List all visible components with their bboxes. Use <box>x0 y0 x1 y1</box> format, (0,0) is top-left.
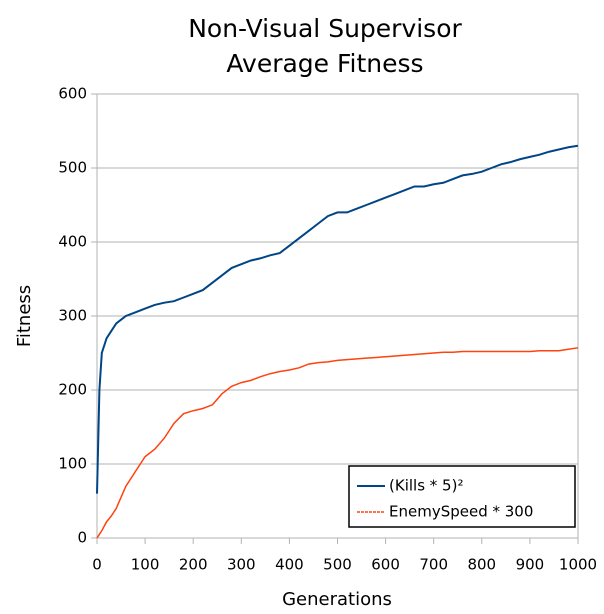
plot-border <box>96 93 579 539</box>
y-axis-label: Fitness <box>14 285 35 347</box>
series-line <box>96 347 579 539</box>
x-tick-label: 300 <box>227 556 256 574</box>
y-tick-label: 500 <box>58 159 87 177</box>
y-tick-label: 600 <box>58 85 87 103</box>
x-tick-label: 100 <box>131 556 160 574</box>
legend-label: EnemySpeed * 300 <box>389 503 533 521</box>
x-tick-label: 600 <box>371 556 400 574</box>
x-tick-label: 0 <box>92 556 102 574</box>
y-tick-label: 300 <box>58 307 87 325</box>
x-axis-label: Generations <box>282 589 392 610</box>
legend-label: (Kills * 5)² <box>389 477 463 495</box>
y-tick-label: 200 <box>58 381 87 399</box>
y-tick-label: 0 <box>77 529 87 547</box>
chart-title: Non-Visual Supervisor <box>188 14 462 43</box>
x-tick-label: 800 <box>467 556 496 574</box>
chart-title: Average Fitness <box>226 49 423 78</box>
series-line <box>96 144 579 494</box>
x-tick-label: 400 <box>275 556 304 574</box>
y-tick-label: 100 <box>58 455 87 473</box>
legend-box <box>348 465 576 528</box>
x-tick-label: 500 <box>323 556 352 574</box>
y-tick-label: 400 <box>58 233 87 251</box>
x-tick-label: 700 <box>419 556 448 574</box>
x-tick-label: 900 <box>516 556 545 574</box>
x-tick-label: 200 <box>179 556 208 574</box>
x-tick-label: 1000 <box>559 556 597 574</box>
